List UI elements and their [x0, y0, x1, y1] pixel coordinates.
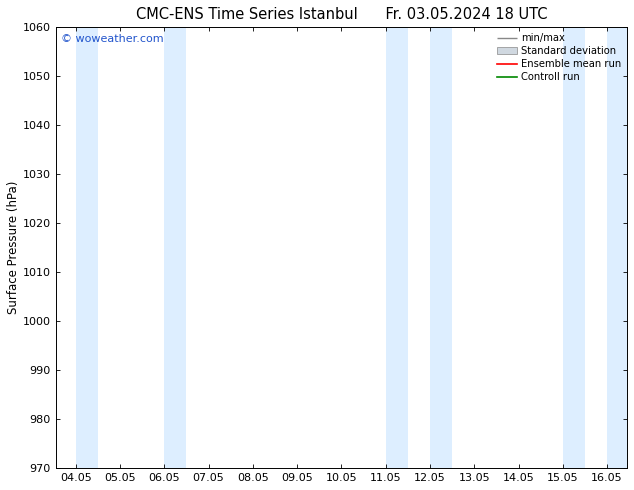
- Bar: [607, 27, 630, 468]
- Title: CMC-ENS Time Series Istanbul      Fr. 03.05.2024 18 UTC: CMC-ENS Time Series Istanbul Fr. 03.05.2…: [136, 7, 547, 22]
- Bar: [385, 27, 408, 468]
- Bar: [75, 27, 98, 468]
- Y-axis label: Surface Pressure (hPa): Surface Pressure (hPa): [7, 181, 20, 315]
- Bar: [430, 27, 452, 468]
- Bar: [563, 27, 585, 468]
- Legend: min/max, Standard deviation, Ensemble mean run, Controll run: min/max, Standard deviation, Ensemble me…: [493, 29, 625, 86]
- Bar: [164, 27, 186, 468]
- Text: © woweather.com: © woweather.com: [61, 34, 164, 44]
